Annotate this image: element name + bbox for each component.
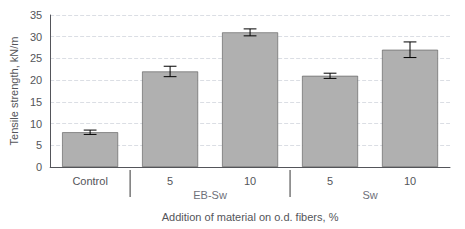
svg-text:Control: Control bbox=[72, 175, 107, 187]
svg-text:0: 0 bbox=[36, 161, 42, 173]
svg-text:25: 25 bbox=[30, 52, 42, 64]
svg-text:10: 10 bbox=[244, 175, 256, 187]
svg-text:5: 5 bbox=[167, 175, 173, 187]
svg-text:EB-Sw: EB-Sw bbox=[193, 189, 227, 201]
svg-text:10: 10 bbox=[404, 175, 416, 187]
svg-text:30: 30 bbox=[30, 31, 42, 43]
svg-text:15: 15 bbox=[30, 96, 42, 108]
svg-text:5: 5 bbox=[327, 175, 333, 187]
svg-text:10: 10 bbox=[30, 118, 42, 130]
svg-text:Addition of material on o.d. f: Addition of material on o.d. fibers, % bbox=[162, 211, 339, 223]
svg-text:Tensile strength, kN/m: Tensile strength, kN/m bbox=[8, 37, 20, 146]
svg-text:5: 5 bbox=[36, 139, 42, 151]
svg-text:35: 35 bbox=[30, 9, 42, 21]
svg-text:Sw: Sw bbox=[362, 189, 377, 201]
svg-text:20: 20 bbox=[30, 74, 42, 86]
